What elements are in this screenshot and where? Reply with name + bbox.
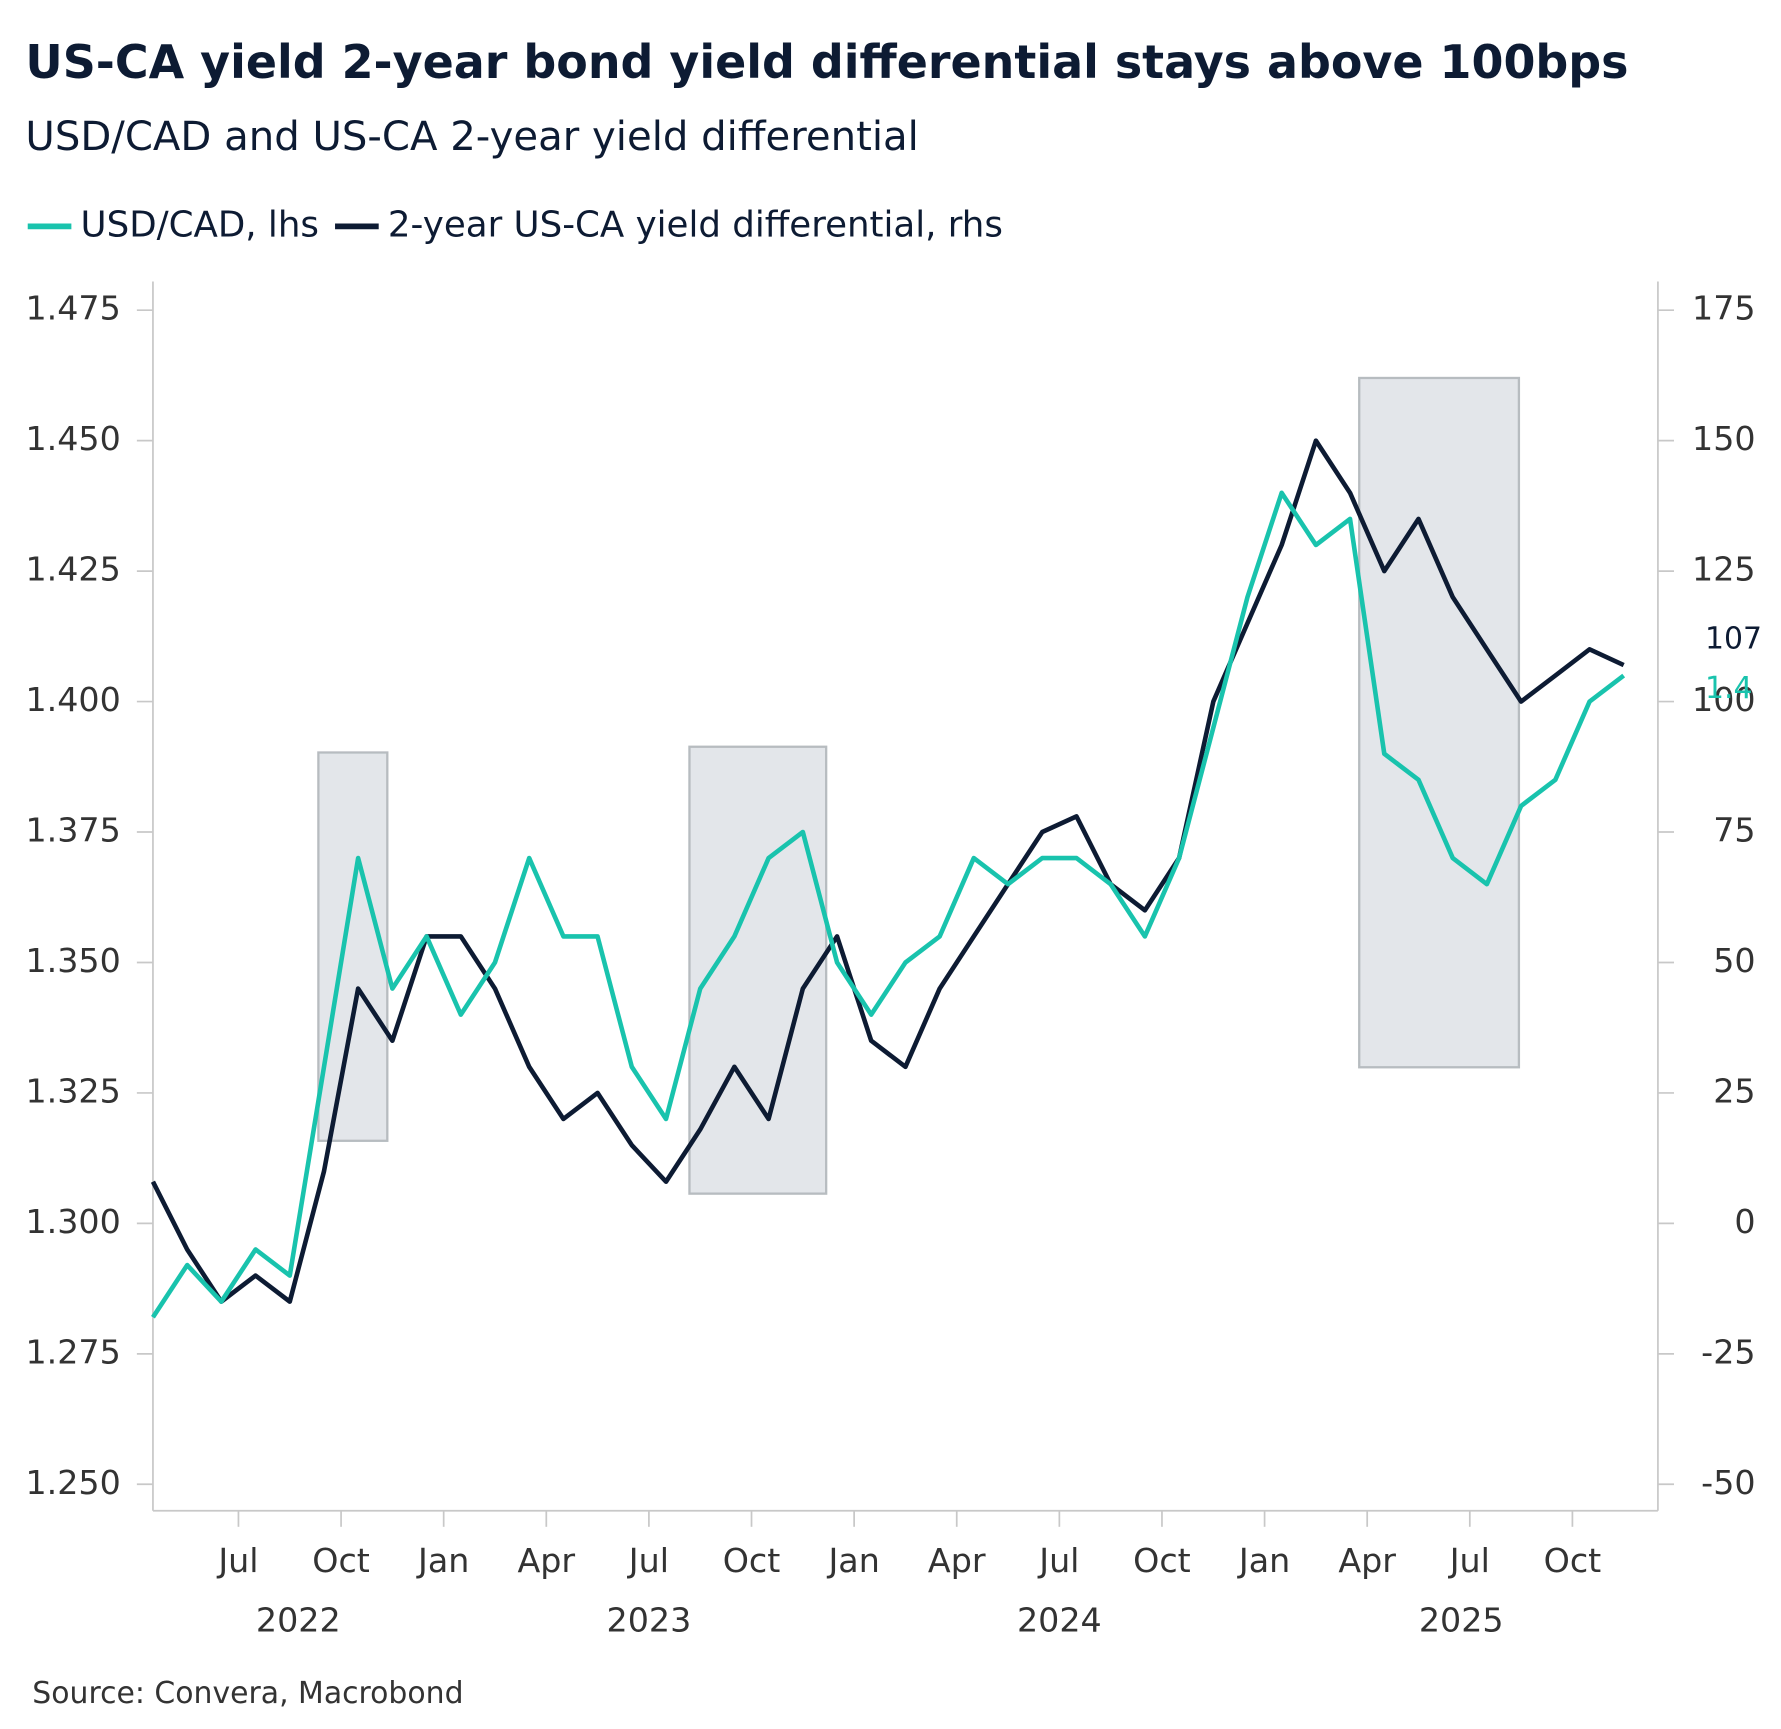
y2-tick-label: 175 bbox=[1692, 289, 1756, 328]
x-tick-label: Oct bbox=[1544, 1541, 1602, 1580]
y-tick-label: 1.450 bbox=[25, 419, 120, 458]
highlight-box bbox=[1358, 376, 1521, 1069]
x-tick-label: Apr bbox=[517, 1541, 575, 1580]
y-tick-label: 1.350 bbox=[25, 941, 120, 980]
x-tick-label: Jan bbox=[1237, 1541, 1290, 1580]
source: Source: Convera, Macrobond bbox=[32, 1676, 463, 1711]
x-tick-label: Jan bbox=[416, 1541, 469, 1580]
y-tick-label: 1.425 bbox=[25, 550, 120, 589]
y2-tick-label: 150 bbox=[1692, 419, 1756, 458]
y-tick-label: 1.375 bbox=[25, 811, 120, 850]
y-tick-label: 1.300 bbox=[25, 1202, 120, 1241]
y-tick-label: 1.475 bbox=[25, 289, 120, 328]
y-tick-label: 1.250 bbox=[25, 1463, 120, 1502]
x-tick-label: Jul bbox=[1448, 1541, 1490, 1580]
y2-tick-label: 100 bbox=[1692, 680, 1756, 719]
y-tick-label: 1.325 bbox=[25, 1071, 120, 1110]
legend-label: 2-year US-CA yield differential, rhs bbox=[388, 204, 1003, 245]
series-line bbox=[151, 490, 1626, 1319]
legend-label: USD/CAD, lhs bbox=[81, 204, 319, 245]
x-tick-label: Jul bbox=[627, 1541, 669, 1580]
end-label: 1.4 bbox=[1705, 671, 1753, 706]
x-year-label: 2025 bbox=[1419, 1601, 1504, 1640]
x-year-label: 2022 bbox=[256, 1601, 341, 1640]
x-year-label: 2024 bbox=[1017, 1601, 1102, 1640]
y2-tick-label: 75 bbox=[1713, 811, 1755, 850]
series-line bbox=[150, 438, 1625, 1304]
x-tick-label: Oct bbox=[312, 1541, 370, 1580]
y2-tick-label: -50 bbox=[1701, 1463, 1755, 1502]
y2-tick-label: 25 bbox=[1713, 1071, 1755, 1110]
y2-tick-label: 50 bbox=[1713, 941, 1755, 980]
y2-tick-label: 0 bbox=[1734, 1202, 1755, 1241]
highlight-box bbox=[317, 751, 389, 1142]
x-tick-label: Jul bbox=[1037, 1541, 1079, 1580]
end-label: 107 bbox=[1705, 621, 1762, 656]
y-tick-label: 1.275 bbox=[25, 1332, 120, 1371]
y-tick-label: 1.400 bbox=[25, 680, 120, 719]
x-tick-label: Jul bbox=[216, 1541, 258, 1580]
x-year-label: 2023 bbox=[607, 1601, 692, 1640]
x-tick-label: Apr bbox=[928, 1541, 986, 1580]
chart-title: US-CA yield 2-year bond yield differenti… bbox=[25, 35, 1628, 89]
y2-tick-label: -25 bbox=[1701, 1332, 1755, 1371]
chart-subtitle: USD/CAD and US-CA 2-year yield different… bbox=[25, 114, 918, 160]
x-tick-label: Apr bbox=[1338, 1541, 1396, 1580]
x-tick-label: Oct bbox=[1133, 1541, 1191, 1580]
x-tick-label: Jan bbox=[826, 1541, 879, 1580]
y2-tick-label: 125 bbox=[1692, 550, 1756, 589]
x-tick-label: Oct bbox=[723, 1541, 781, 1580]
